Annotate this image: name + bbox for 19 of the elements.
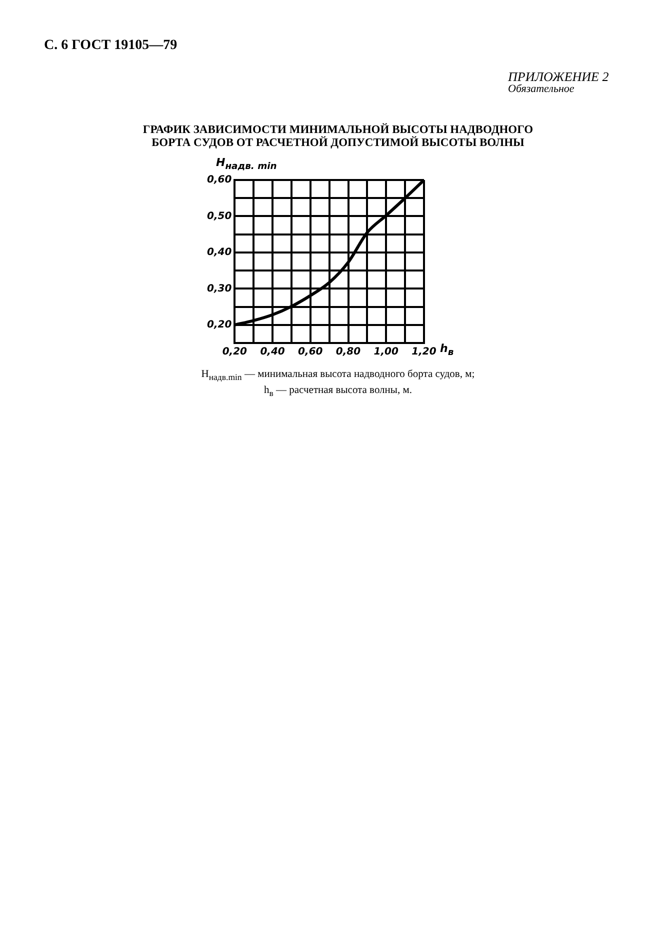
x-axis-title: h$_{в}$ [440, 342, 454, 358]
text: h$_{в}$ — расчетная высота волны, м. [263, 384, 413, 400]
text: С. 6 ГОСТ 19105—79 [44, 38, 178, 54]
y-tick-label: 0,40 [206, 247, 232, 258]
text: H$_{надв.min}$ — минимальная высота надводного борта судов, м; [200, 368, 476, 384]
y-axis-title: H$_{надв. min}$ [216, 156, 277, 172]
x-tick-label: 0,60 [298, 346, 323, 358]
y-tick-label: 0,60 [206, 174, 232, 186]
y-tick-label: 0,50 [206, 210, 232, 222]
y-tick-label: 0,20 [206, 319, 232, 330]
chart-title: ГРАФИК ЗАВИСИМОСТИ МИНИМАЛЬНОЙ ВЫСОТЫ НАДВОДНОГО БОРТА СУДОВ ОТ РАСЧЕТНОЙ ДОПУСТИМОЙ ВЫСОТЫ ВОЛНЫ [142, 124, 534, 150]
x-tick-label: 0,20 [222, 346, 248, 358]
x-tick-label: 1,00 [374, 346, 399, 358]
x-tick-label: 1,20 [412, 346, 436, 358]
text: Обязательное [508, 83, 574, 95]
y-tick-label: 0,30 [206, 283, 232, 294]
text: ПРИЛОЖЕНИЕ 2 [508, 69, 609, 84]
x-tick-label: 0,80 [336, 346, 361, 358]
x-tick-label: 0,40 [260, 346, 285, 358]
